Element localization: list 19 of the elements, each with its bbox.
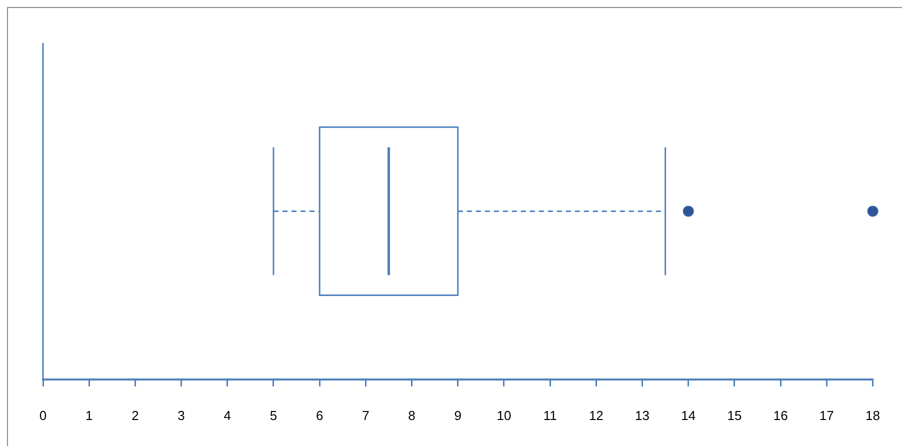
x-tick-label: 13 [635,408,650,423]
x-tick-label: 18 [866,408,880,423]
x-tick-label: 11 [543,408,557,423]
x-tick-label: 16 [773,408,788,423]
x-tick-label: 4 [224,408,232,423]
x-tick-label: 2 [132,408,139,423]
x-tick-label: 15 [727,408,742,423]
x-tick-label: 6 [316,408,324,423]
x-tick-label: 14 [681,408,696,423]
x-tick-label: 12 [588,408,604,423]
x-tick-label: 17 [819,408,834,423]
x-tick-label: 1 [85,408,93,423]
x-tick-label: 8 [408,408,416,423]
x-tick-label: 9 [454,408,462,423]
x-tick-label: 7 [362,408,370,423]
x-tick-label: 10 [496,408,512,423]
x-tick-label: 0 [39,408,47,423]
x-tick-label: 3 [178,408,185,423]
x-tick-label: 5 [270,408,278,423]
